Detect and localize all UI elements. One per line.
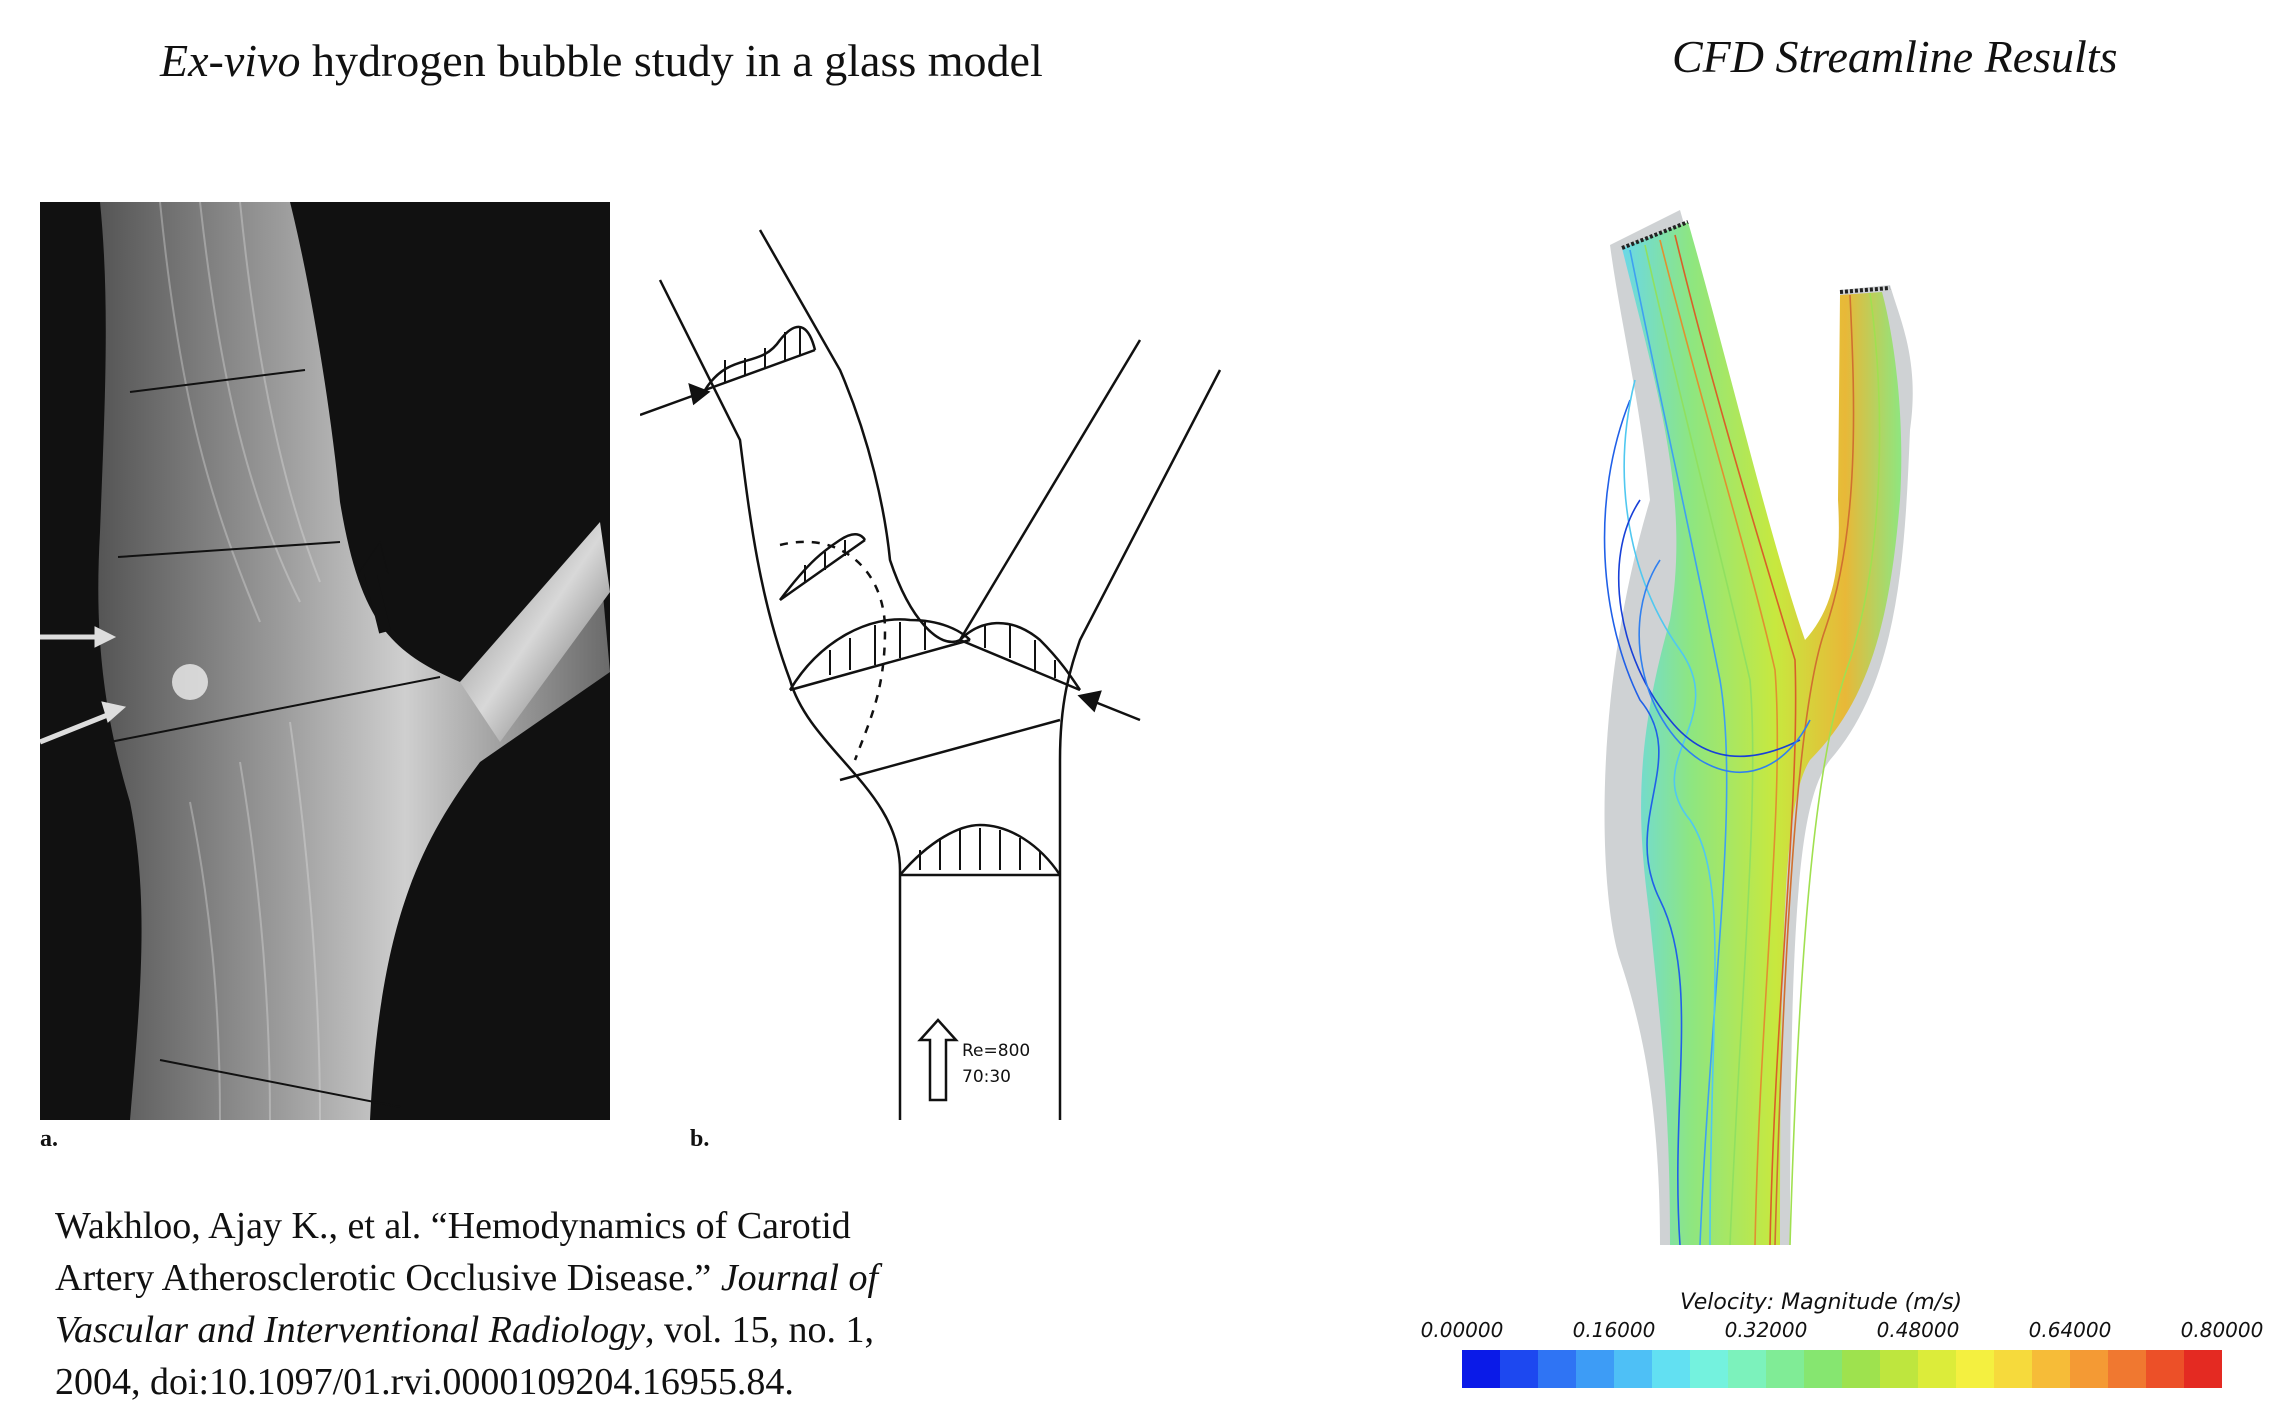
colorbar-swatch — [1614, 1350, 1652, 1388]
citation-line-2: Artery Atherosclerotic Occlusive Disease… — [55, 1252, 1015, 1304]
left-title: Ex-vivo hydrogen bubble study in a glass… — [160, 34, 1043, 87]
diagram-wall-left — [658, 279, 902, 1120]
citation-line-3-plain: , vol. 15, no. 1, — [644, 1309, 875, 1351]
colorbar-swatch — [1918, 1350, 1956, 1388]
diagram-wall-external-outer — [1058, 369, 1222, 1120]
colorbar-swatch — [1842, 1350, 1880, 1388]
photo-flow-arrow — [357, 540, 391, 634]
diagram-wall-internal — [758, 229, 961, 643]
panel-a-label: a. — [40, 1126, 58, 1152]
photo-marker-lines — [109, 369, 441, 1108]
colorbar-swatch — [1804, 1350, 1842, 1388]
colorbar-swatch — [1766, 1350, 1804, 1388]
citation: Wakhloo, Ajay K., et al. “Hemodynamics o… — [55, 1200, 1015, 1408]
profile-1 — [703, 325, 817, 391]
cfd-streamlines — [1603, 234, 1881, 1245]
legend-tick: 0.16000 — [1572, 1318, 1656, 1342]
citation-line-1: Wakhloo, Ajay K., et al. “Hemodynamics o… — [55, 1205, 851, 1247]
legend-tick: 0.48000 — [1876, 1318, 1960, 1342]
colorbar-swatch — [1576, 1350, 1614, 1388]
re-label: Re=800 — [962, 1041, 1030, 1061]
profile-4 — [959, 621, 1082, 691]
citation-line-3-italic: Vascular and Interventional Radiology — [55, 1309, 645, 1351]
profile-5 — [899, 823, 1062, 876]
colorbar-swatch — [1994, 1350, 2032, 1388]
colorbar-swatch — [1880, 1350, 1918, 1388]
colorbar-swatch — [2070, 1350, 2108, 1388]
photo-external-branch — [460, 522, 610, 742]
legend-tick: 0.80000 — [2180, 1318, 2264, 1342]
photo-striations — [159, 202, 321, 1120]
photo-panel-a — [40, 202, 610, 1120]
cfd-outlet-internal — [1621, 220, 1689, 250]
colorbar-swatch — [2146, 1350, 2184, 1388]
legend-title: Velocity: Magnitude (m/s) — [1680, 1290, 1963, 1315]
photo-main-vessel — [98, 202, 610, 1120]
pointer-arrows — [640, 382, 1141, 722]
cfd-flow-body — [1622, 222, 1902, 1245]
colorbar-swatch — [1500, 1350, 1538, 1388]
colorbar-swatch — [1462, 1350, 1500, 1388]
citation-line-2-plain: Artery Atherosclerotic Occlusive Disease… — [55, 1257, 721, 1299]
citation-line-3: Vascular and Interventional Radiology, v… — [55, 1304, 1015, 1356]
colorbar-swatch — [1538, 1350, 1576, 1388]
legend-tick: 0.00000 — [1420, 1318, 1504, 1342]
right-title: CFD Streamline Results — [1672, 31, 2118, 82]
panel-b-label: b. — [690, 1126, 710, 1152]
ratio-label: 70:30 — [962, 1067, 1011, 1087]
citation-line-4: 2004, doi:10.1097/01.rvi.0000109204.1695… — [55, 1361, 794, 1403]
colorbar-swatch — [1728, 1350, 1766, 1388]
colorbar-swatch — [2032, 1350, 2070, 1388]
colorbar-swatch — [2108, 1350, 2146, 1388]
cfd-outlet-external — [1839, 286, 1891, 294]
colorbar-swatch — [2184, 1350, 2222, 1388]
photo-bright-spot — [172, 664, 208, 700]
profile-3 — [788, 618, 971, 691]
cfd-streamline-image — [1603, 210, 1913, 1245]
left-title-rest: hydrogen bubble study in a glass model — [300, 35, 1043, 86]
profile-2 — [779, 533, 867, 601]
colorbar-swatch — [1652, 1350, 1690, 1388]
separation-dashed — [779, 540, 887, 761]
legend-tick: 0.32000 — [1724, 1318, 1808, 1342]
profile-arrows — [724, 328, 1056, 870]
citation-line-2-italic: Journal of — [720, 1257, 879, 1299]
legend-tick: 0.64000 — [2028, 1318, 2112, 1342]
re-arrow-icon — [917, 1018, 959, 1102]
photo-white-arrows — [40, 626, 127, 745]
colorbar-swatch — [1956, 1350, 1994, 1388]
left-title-italic: Ex-vivo — [160, 35, 301, 86]
diagram-panel-b: Re=800 70:30 — [640, 229, 1222, 1120]
colorbar-swatch — [1690, 1350, 1728, 1388]
legend-colorbar — [1462, 1350, 2222, 1388]
diagram-wall-external-inner — [958, 339, 1142, 641]
